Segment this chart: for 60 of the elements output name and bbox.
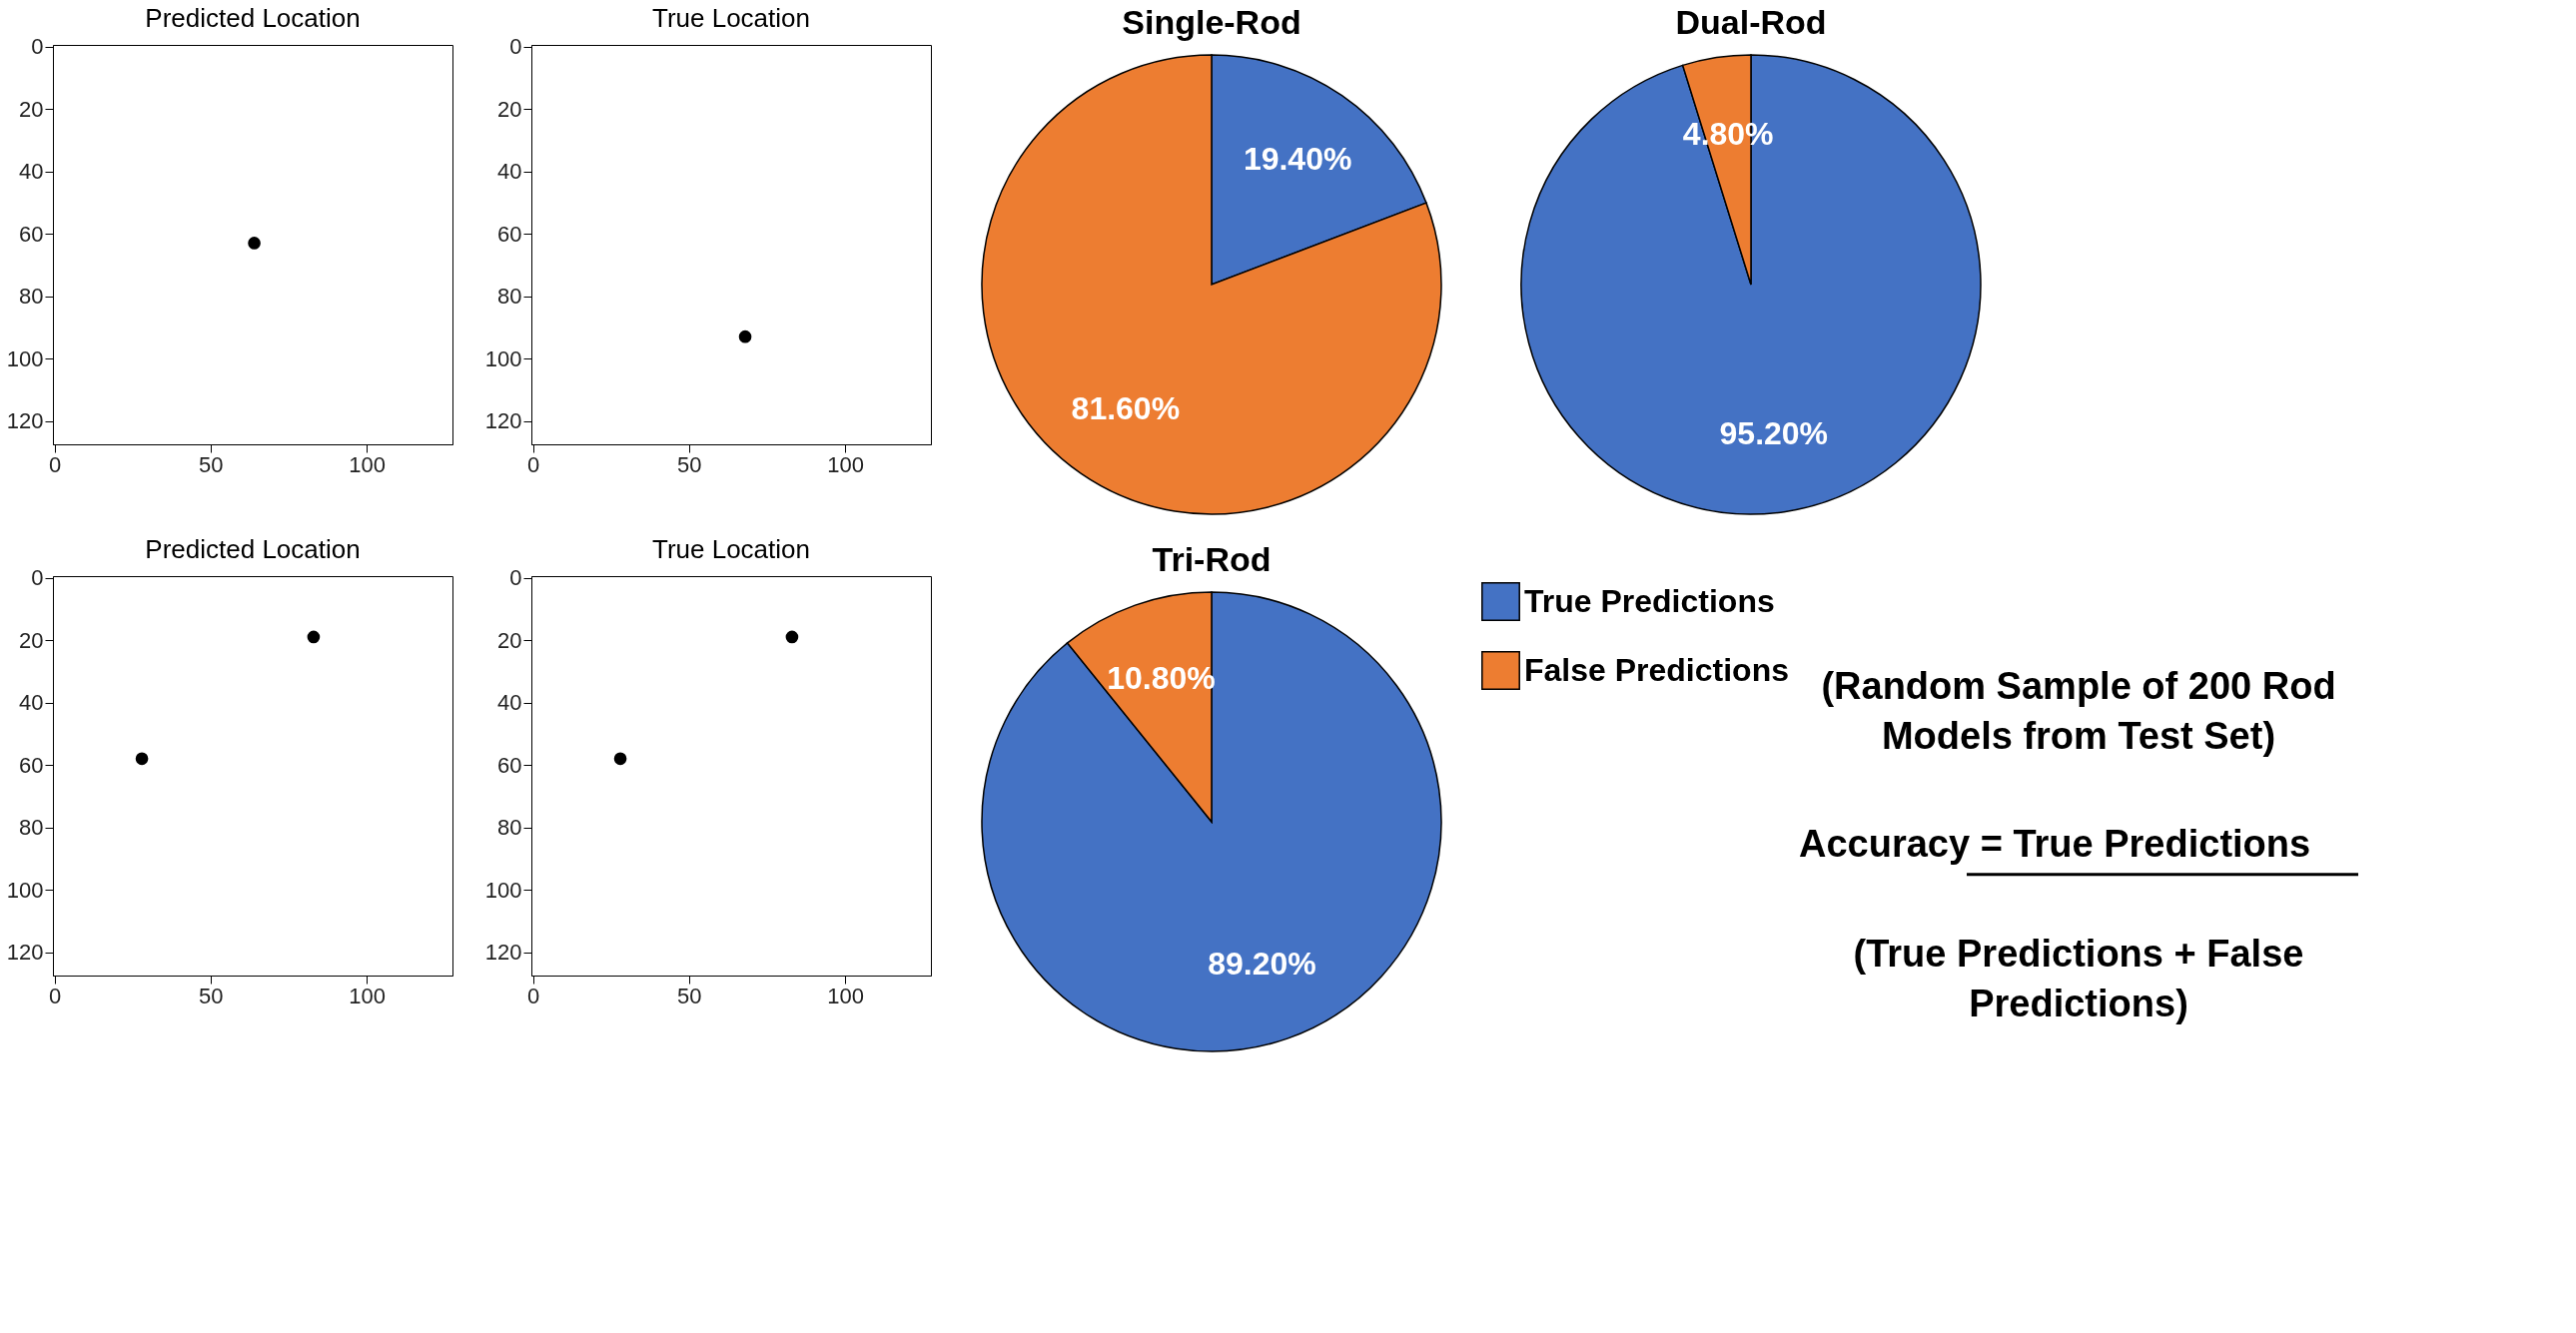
y-tick-label: 0 bbox=[509, 34, 522, 60]
pie-slice bbox=[981, 591, 1442, 1052]
y-tick-label: 60 bbox=[497, 752, 522, 778]
y-tick-label: 20 bbox=[19, 96, 44, 122]
y-tick-label: 0 bbox=[509, 565, 522, 591]
text: Accuracy = True Predictions bbox=[1799, 823, 2311, 865]
chart-title: True Location bbox=[651, 533, 811, 564]
x-tick-label: 0 bbox=[48, 983, 62, 1008]
x-tick-label: 100 bbox=[349, 983, 386, 1008]
y-tick-label: 40 bbox=[19, 690, 44, 716]
x-tick-label: 0 bbox=[526, 983, 540, 1008]
x-tick-label: 100 bbox=[827, 983, 864, 1008]
chart-title: True Location bbox=[651, 2, 811, 33]
chart-title: Dual-Rod bbox=[1675, 3, 1827, 41]
x-tick-label: 100 bbox=[827, 451, 864, 477]
y-tick-label: 120 bbox=[6, 940, 44, 966]
text: (Random Sample of 200 Rod Models from Test Set) bbox=[1821, 664, 2336, 757]
y-tick-label: 40 bbox=[497, 690, 522, 716]
y-tick-label: 120 bbox=[484, 940, 522, 966]
data-label: 81.60% bbox=[1071, 389, 1181, 426]
x-tick-label: 50 bbox=[199, 451, 224, 477]
y-tick-label: 120 bbox=[6, 408, 44, 434]
x-tick-label: 100 bbox=[349, 451, 386, 477]
y-tick-label: 60 bbox=[497, 221, 522, 247]
data-label: 95.20% bbox=[1719, 415, 1829, 452]
y-tick-label: 80 bbox=[497, 284, 522, 310]
y-tick-label: 0 bbox=[31, 34, 44, 60]
legend-label: False Predictions bbox=[1524, 651, 1789, 688]
x-tick-label: 50 bbox=[677, 983, 702, 1008]
y-tick-label: 60 bbox=[19, 752, 44, 778]
y-tick-label: 100 bbox=[6, 877, 44, 903]
chart-title: Tri-Rod bbox=[1152, 540, 1272, 578]
y-tick-label: 100 bbox=[484, 877, 522, 903]
y-tick-label: 40 bbox=[19, 159, 44, 185]
y-tick-label: 80 bbox=[497, 815, 522, 841]
data-label: 4.80% bbox=[1682, 115, 1774, 152]
chart-title: Predicted Location bbox=[145, 533, 361, 564]
y-tick-label: 80 bbox=[19, 815, 44, 841]
y-tick-label: 60 bbox=[19, 221, 44, 247]
y-tick-label: 20 bbox=[19, 627, 44, 653]
data-label: 19.40% bbox=[1243, 141, 1352, 178]
pie-slice bbox=[981, 54, 1442, 515]
data-label: 89.20% bbox=[1208, 946, 1316, 983]
y-tick-label: 100 bbox=[6, 345, 44, 371]
y-tick-label: 120 bbox=[484, 408, 522, 434]
y-tick-label: 80 bbox=[19, 284, 44, 310]
x-tick-label: 50 bbox=[677, 451, 702, 477]
x-tick-label: 50 bbox=[199, 983, 224, 1008]
chart-title: Single-Rod bbox=[1122, 3, 1301, 41]
y-tick-label: 20 bbox=[497, 627, 522, 653]
y-tick-label: 40 bbox=[497, 159, 522, 185]
y-tick-label: 0 bbox=[31, 565, 44, 591]
y-tick-label: 100 bbox=[484, 345, 522, 371]
pie-slice bbox=[1520, 54, 1982, 515]
text: (True Predictions + False Predictions) bbox=[1853, 933, 2304, 1025]
y-tick-label: 20 bbox=[497, 96, 522, 122]
legend-label: True Predictions bbox=[1524, 582, 1775, 619]
x-tick-label: 0 bbox=[48, 451, 62, 477]
chart-title: Predicted Location bbox=[145, 2, 361, 33]
x-tick-label: 0 bbox=[526, 451, 540, 477]
